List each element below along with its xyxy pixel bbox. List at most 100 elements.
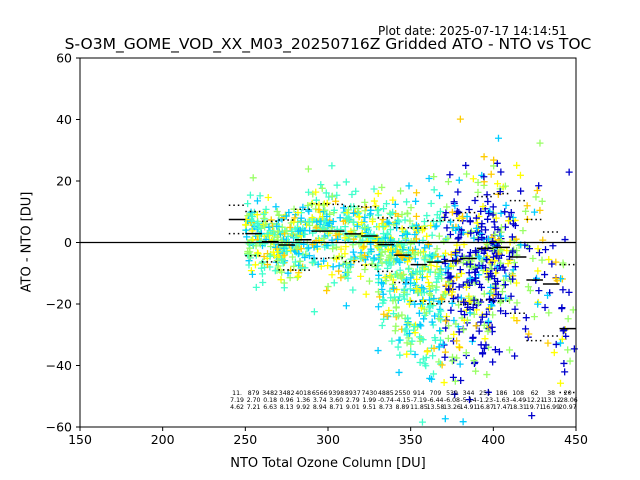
scatter-point	[430, 173, 438, 181]
scatter-point	[523, 202, 531, 210]
scatter-point	[513, 161, 521, 169]
bin-annotation-mean: -6.08	[444, 397, 460, 404]
scatter-point	[252, 242, 260, 250]
x-tick-label: 350	[399, 432, 423, 447]
scatter-point	[519, 227, 527, 235]
scatter-point	[395, 336, 403, 344]
scatter-point	[437, 265, 445, 273]
scatter-point	[320, 235, 328, 243]
scatter-point	[402, 234, 410, 242]
scatter-point	[374, 190, 382, 198]
scatter-point	[286, 274, 294, 282]
scatter-point	[466, 260, 474, 268]
scatter-point	[536, 139, 544, 147]
scatter-point	[260, 214, 268, 222]
scatter-point	[312, 224, 320, 232]
scatter-point	[290, 218, 298, 226]
scatter-point	[274, 262, 282, 270]
scatter-point	[361, 198, 369, 206]
scatter-point	[557, 379, 564, 387]
scatter-point	[497, 168, 505, 176]
bin-statistics	[228, 192, 576, 394]
scatter-point	[436, 305, 444, 313]
scatter-point	[258, 259, 266, 267]
scatter-point	[483, 371, 491, 379]
scatter-point	[530, 208, 538, 216]
scatter-point	[313, 218, 321, 226]
scatter-point	[407, 240, 415, 248]
scatter-point	[446, 231, 454, 239]
y-tick-label: −60	[46, 420, 72, 435]
scatter-point	[425, 175, 433, 183]
scatter-point	[365, 277, 373, 285]
bin-annotation-std: 13.26	[443, 404, 461, 411]
bin-annotation-count: 2550	[395, 390, 411, 397]
scatter-point	[323, 199, 331, 207]
scatter-point	[348, 191, 356, 199]
scatter-point	[542, 246, 550, 254]
scatter-point	[487, 288, 495, 296]
scatter-point	[486, 304, 494, 312]
scatter-point	[474, 179, 482, 187]
bin-annotation-count: 344	[463, 390, 475, 397]
scatter-point	[449, 373, 457, 381]
scatter-point	[264, 229, 272, 237]
scatter-point	[403, 209, 411, 217]
scatter-point	[509, 220, 517, 228]
scatter-point	[503, 247, 511, 255]
scatter-point	[558, 335, 566, 343]
scatter-point	[478, 257, 486, 265]
scatter-point	[466, 218, 474, 226]
scatter-point	[323, 212, 331, 220]
scatter-point	[396, 266, 404, 274]
scatter-point	[484, 388, 492, 396]
scatter-point	[437, 307, 445, 315]
scatter-point	[406, 217, 414, 225]
y-tick-label: 40	[56, 112, 72, 127]
scatter-point	[333, 243, 341, 251]
scatter-point	[431, 223, 439, 231]
scatter-point	[441, 415, 449, 423]
scatter-point	[550, 349, 558, 357]
scatter-point	[455, 283, 463, 291]
scatter-point	[536, 206, 544, 214]
bin-annotation-count: 20	[564, 390, 572, 397]
scatter-point	[505, 296, 513, 304]
scatter-point	[448, 208, 456, 216]
x-tick-label: 200	[151, 432, 175, 447]
scatter-point	[282, 212, 290, 220]
scatter-point	[456, 360, 464, 368]
scatter-point	[431, 336, 439, 344]
scatter-point	[392, 304, 400, 312]
scatter-point	[397, 252, 405, 260]
scatter-point	[440, 341, 448, 349]
scatter-point	[427, 200, 435, 208]
scatter-point	[350, 231, 358, 239]
bin-annotation-mean: 2.79	[346, 397, 360, 404]
scatter-point	[417, 249, 425, 257]
scatter-point	[438, 295, 446, 303]
scatter-point	[491, 257, 499, 265]
bin-annotation-std: 20.97	[559, 404, 577, 411]
scatter-point	[277, 255, 285, 263]
scatter-point	[446, 171, 454, 179]
scatter-point	[378, 279, 386, 287]
scatter-point	[510, 259, 518, 267]
scatter-point	[465, 396, 473, 404]
scatter-point	[544, 339, 552, 347]
bin-annotation-count: 3482	[279, 390, 295, 397]
scatter-point	[324, 283, 332, 291]
scatter-point	[450, 316, 458, 324]
scatter-point	[382, 234, 390, 242]
scatter-point	[333, 191, 341, 199]
scatter-point	[433, 222, 441, 230]
scatter-point	[511, 263, 519, 271]
scatter-point	[403, 339, 411, 347]
scatter-point	[466, 274, 474, 282]
scatter-point	[330, 206, 338, 214]
scatter-point	[264, 193, 272, 201]
scatter-point	[374, 347, 382, 355]
scatter-point	[390, 237, 398, 245]
scatter-point	[380, 296, 388, 304]
